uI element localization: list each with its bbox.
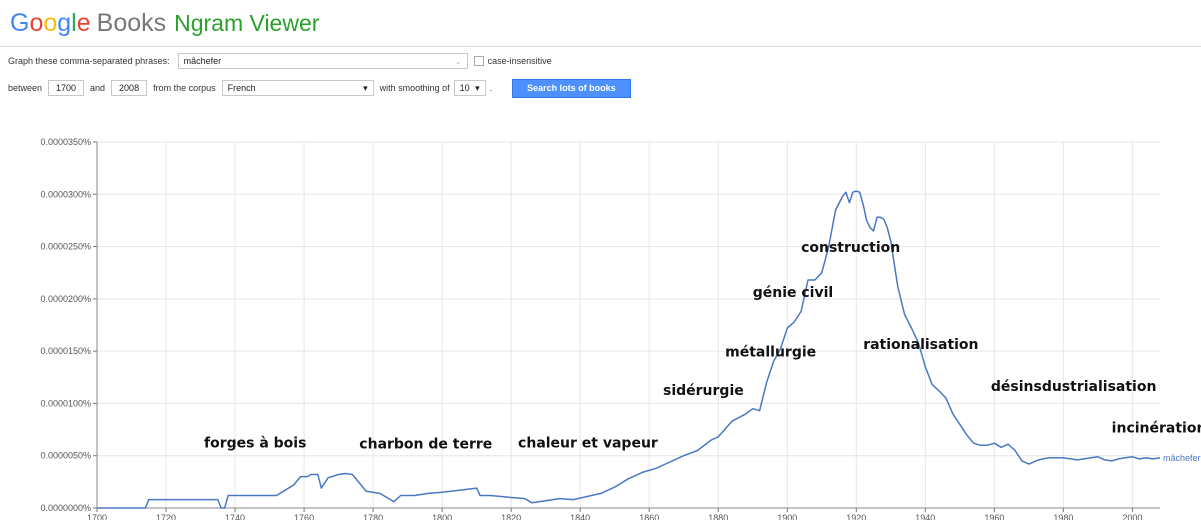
x-tick-label: 1720 <box>156 513 176 520</box>
dropdown-arrow-icon: ▾ <box>363 82 368 93</box>
x-tick-label: 1760 <box>294 513 314 520</box>
smoothing-label: with smoothing of <box>379 83 450 93</box>
between-label: between <box>8 83 43 93</box>
case-insensitive-checkbox[interactable] <box>473 56 484 66</box>
annotation-label: génie civil <box>753 285 833 301</box>
app-logo[interactable]: Google Books Ngram Viewer <box>10 8 319 38</box>
smoothing-value: 10 <box>459 83 470 93</box>
dropdown-arrow-icon: ▾ <box>475 82 480 93</box>
corpus-label: from the corpus <box>153 83 216 93</box>
case-insensitive-label: case-insensitive <box>487 56 552 66</box>
x-tick-label: 1900 <box>777 513 797 520</box>
and-label: and <box>90 83 106 93</box>
y-tick-label: 0.0000100% <box>40 398 91 408</box>
chart-series[interactable]: mâchefer <box>97 190 1201 509</box>
x-tick-label: 1740 <box>225 513 245 520</box>
annotation-label: désinsdustrialisation <box>991 379 1157 395</box>
logo-ngram-viewer: Ngram Viewer <box>174 10 320 36</box>
y-tick-label: 0.0000150% <box>40 346 91 356</box>
search-button[interactable]: Search lots of books <box>512 78 631 98</box>
start-year-input[interactable]: 1700 <box>48 80 85 96</box>
annotation-label: charbon de terre <box>359 436 492 452</box>
annotation-label: rationalisation <box>863 337 978 353</box>
logo-letter: o <box>29 9 44 37</box>
x-tick-label: 1780 <box>363 513 383 520</box>
phrase-input[interactable]: mâchefer ⌄ <box>177 53 468 69</box>
x-tick-label: 1820 <box>501 513 521 520</box>
logo-books: Books <box>96 9 167 37</box>
y-tick-label: 0.0000250% <box>40 242 91 252</box>
logo-letter: o <box>43 9 58 37</box>
series-label: mâchefer <box>1163 453 1201 463</box>
end-year-input[interactable]: 2008 <box>111 80 148 96</box>
ngram-chart: 1700 1720 1740 1760 1780 1800 1820 1840 1860 1880… <box>40 137 1201 520</box>
annotation-label: construction <box>801 240 900 256</box>
smoothing-period: . <box>489 83 493 93</box>
annotation-label: chaleur et vapeur <box>518 435 658 451</box>
y-tick-label: 0.0000300% <box>40 189 91 199</box>
smoothing-select[interactable]: 10 ▾ <box>453 80 486 96</box>
x-tick-label: 1940 <box>915 513 935 520</box>
logo-letter: e <box>76 9 91 37</box>
x-tick-label: 1880 <box>708 513 728 520</box>
annotation-label: incinération <box>1112 421 1201 437</box>
chevron-down-icon: ⌄ <box>454 56 462 66</box>
x-tick-label: 1840 <box>570 513 590 520</box>
y-tick-label: 0.0000200% <box>40 294 91 304</box>
range-row: between 1700 and 2008 from the corpus Fr… <box>8 78 631 98</box>
series-line <box>97 190 1161 509</box>
y-tick-label: 0.0000350% <box>40 137 91 147</box>
logo-letter: g <box>57 9 72 37</box>
x-tick-label: 1980 <box>1053 513 1073 520</box>
chart-grid <box>96 141 1160 509</box>
phrases-label: Graph these comma-separated phrases: <box>8 56 170 66</box>
corpus-select[interactable]: French ▾ <box>221 80 374 96</box>
header-divider <box>0 46 1201 47</box>
y-tick-label: 0.0000000% <box>40 503 91 513</box>
chart-annotations: forges à bois charbon de terre chaleur et … <box>204 240 1201 453</box>
annotation-label: forges à bois <box>204 435 306 451</box>
x-tick-label: 1920 <box>846 513 866 520</box>
phrase-value: mâchefer <box>183 56 222 66</box>
corpus-value: French <box>227 83 256 93</box>
logo-letter: G <box>10 9 30 37</box>
x-tick-label: 1800 <box>432 513 452 520</box>
x-tick-label: 1960 <box>984 513 1004 520</box>
y-tick-label: 0.0000050% <box>40 451 91 461</box>
x-tick-label: 1860 <box>639 513 659 520</box>
x-tick-label: 1700 <box>87 513 107 520</box>
logo-letter: l <box>71 9 77 37</box>
x-tick-label: 2000 <box>1122 513 1142 520</box>
chart-axes: 1700 1720 1740 1760 1780 1800 1820 1840 1860 1880… <box>40 137 1160 520</box>
annotation-label: sidérurgie <box>663 383 744 399</box>
annotation-label: métallurgie <box>725 344 816 360</box>
phrase-row: Graph these comma-separated phrases: mâc… <box>8 52 552 70</box>
